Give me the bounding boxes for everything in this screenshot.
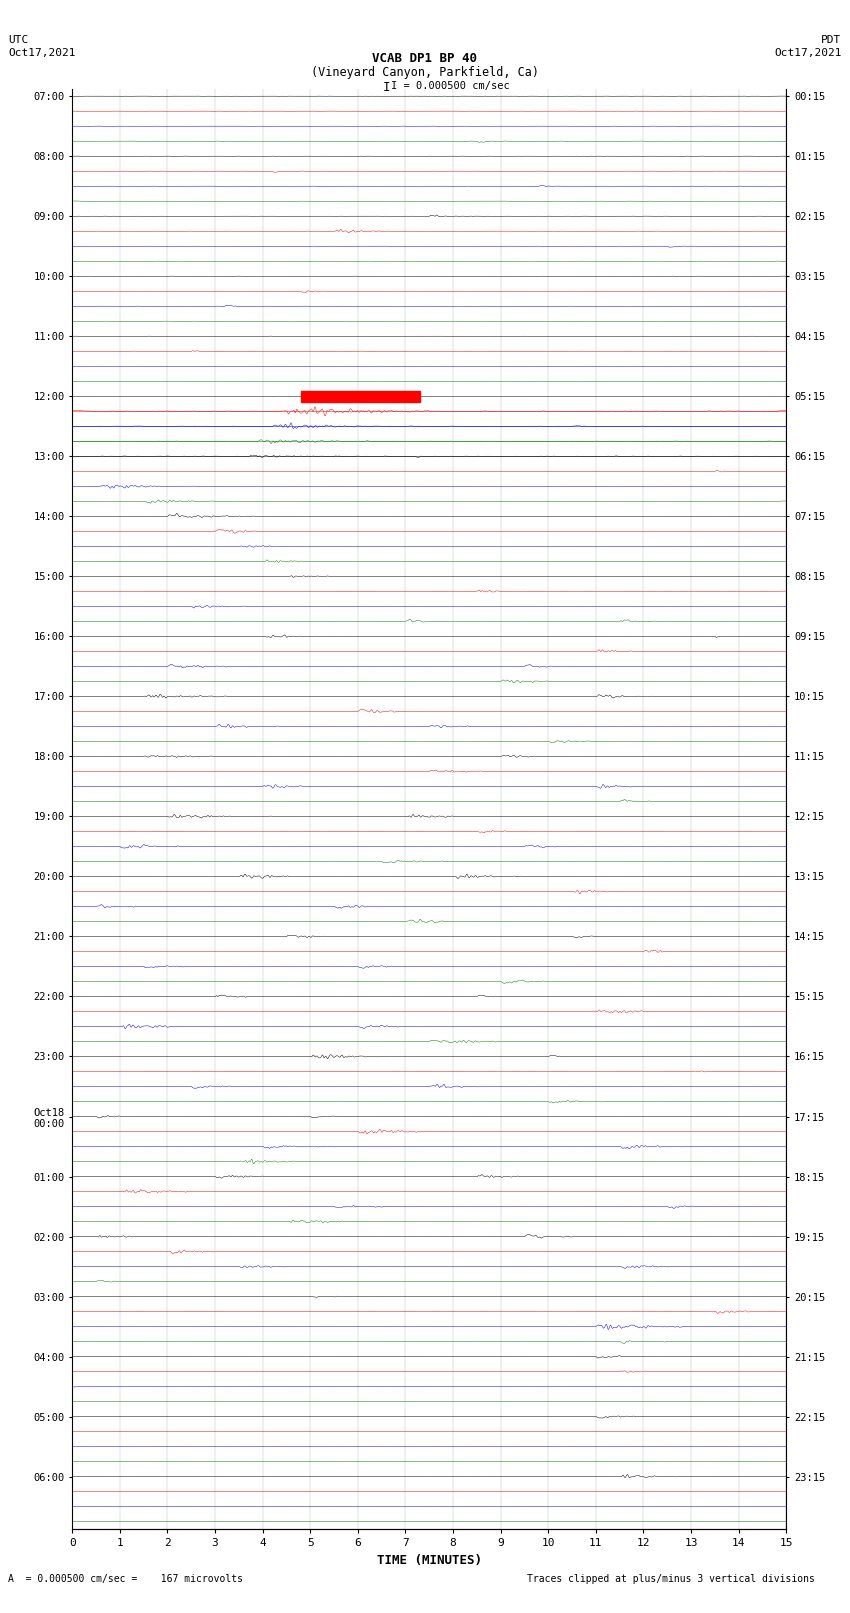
Text: I = 0.000500 cm/sec: I = 0.000500 cm/sec: [391, 81, 510, 90]
Text: Oct17,2021: Oct17,2021: [774, 48, 842, 58]
Text: (Vineyard Canyon, Parkfield, Ca): (Vineyard Canyon, Parkfield, Ca): [311, 66, 539, 79]
Text: I: I: [383, 81, 390, 94]
X-axis label: TIME (MINUTES): TIME (MINUTES): [377, 1553, 482, 1566]
Text: UTC: UTC: [8, 35, 29, 45]
Text: VCAB DP1 BP 40: VCAB DP1 BP 40: [372, 52, 478, 65]
Text: A  = 0.000500 cm/sec =    167 microvolts: A = 0.000500 cm/sec = 167 microvolts: [8, 1574, 243, 1584]
Text: Oct17,2021: Oct17,2021: [8, 48, 76, 58]
Bar: [301, 390, 420, 402]
Text: PDT: PDT: [821, 35, 842, 45]
Text: Traces clipped at plus/minus 3 vertical divisions: Traces clipped at plus/minus 3 vertical …: [527, 1574, 815, 1584]
